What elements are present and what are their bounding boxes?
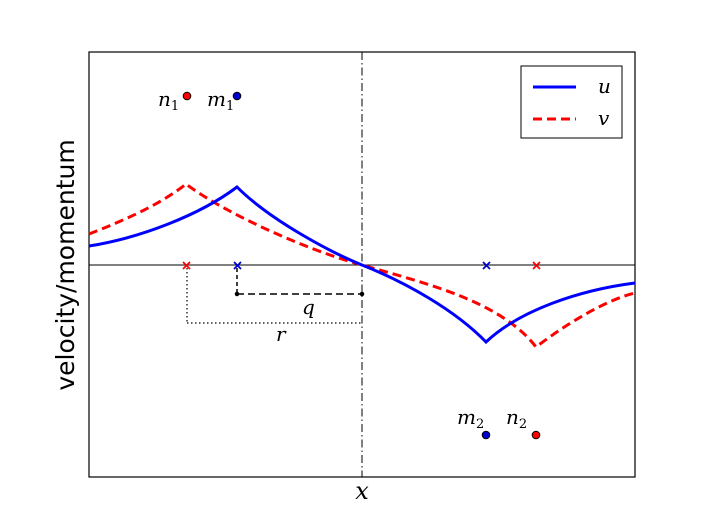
x-axis-label: x <box>355 477 369 505</box>
label-n1: n1 <box>158 87 179 114</box>
point-n1 <box>182 91 192 101</box>
legend: u v <box>520 65 623 139</box>
legend-label-u: u <box>598 74 611 98</box>
marker-m1-x <box>233 261 242 270</box>
u-curve <box>88 185 636 345</box>
q-bracket <box>234 268 365 297</box>
label-n2: n2 <box>506 405 527 432</box>
v-curve <box>88 182 636 350</box>
point-n2 <box>531 430 541 440</box>
legend-label-v: v <box>598 106 610 130</box>
marker-n1-x <box>182 261 191 270</box>
label-m1: m1 <box>207 87 234 114</box>
marker-n2-x <box>532 261 541 270</box>
r-label: r <box>276 322 287 346</box>
q-label: q <box>302 295 315 319</box>
marker-m2-x <box>482 261 491 270</box>
label-m2: m2 <box>457 405 484 432</box>
point-m1 <box>232 91 242 101</box>
r-bracket <box>186 268 362 324</box>
y-axis-label: velocity/momentum <box>51 139 80 390</box>
point-m2 <box>481 430 491 440</box>
